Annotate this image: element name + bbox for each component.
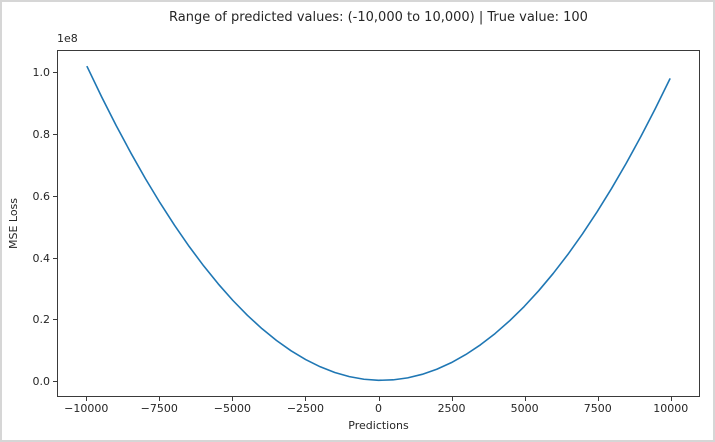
x-tick-mark: [86, 397, 88, 401]
y-tick-label: 0.8: [32, 127, 51, 141]
plot-area: [57, 50, 700, 397]
x-tick-mark: [451, 397, 453, 401]
x-tick-mark: [597, 397, 599, 401]
y-tick-label: 1.0: [32, 65, 51, 79]
x-tick-mark: [378, 397, 380, 401]
x-tick-mark: [670, 397, 672, 401]
x-tick-mark: [524, 397, 526, 401]
y-tick-mark: [53, 133, 57, 135]
y-tick-mark: [53, 381, 57, 383]
y-axis-label: MSE Loss: [7, 197, 20, 250]
x-axis-label: Predictions: [348, 419, 409, 432]
x-tick-label: 7500: [583, 402, 612, 415]
x-tick-label: 5000: [510, 402, 539, 415]
x-tick-mark: [305, 397, 307, 401]
x-tick-label: −7500: [140, 402, 178, 415]
chart-title: Range of predicted values: (-10,000 to 1…: [169, 10, 588, 25]
x-tick-label: −10000: [64, 402, 109, 415]
y-tick-label: 0.4: [32, 251, 51, 265]
y-tick-mark: [53, 257, 57, 259]
x-tick-label: 0: [375, 402, 382, 415]
y-tick-mark: [53, 195, 57, 197]
loss-curve: [86, 65, 671, 382]
y-tick-mark: [53, 71, 57, 73]
x-tick-label: 2500: [437, 402, 466, 415]
y-tick-label: 0.6: [32, 189, 51, 203]
x-tick-label: 10000: [653, 402, 689, 415]
x-tick-mark: [159, 397, 161, 401]
y-tick-label: 0.2: [32, 313, 51, 327]
y-tick-mark: [53, 319, 57, 321]
y-tick-label: 0.0: [32, 375, 51, 389]
x-tick-mark: [232, 397, 234, 401]
x-tick-label: −2500: [286, 402, 325, 415]
y-axis-offset-label: 1e8: [57, 32, 78, 45]
x-tick-label: −5000: [213, 402, 251, 415]
loss-curve-canvas: [86, 65, 671, 382]
